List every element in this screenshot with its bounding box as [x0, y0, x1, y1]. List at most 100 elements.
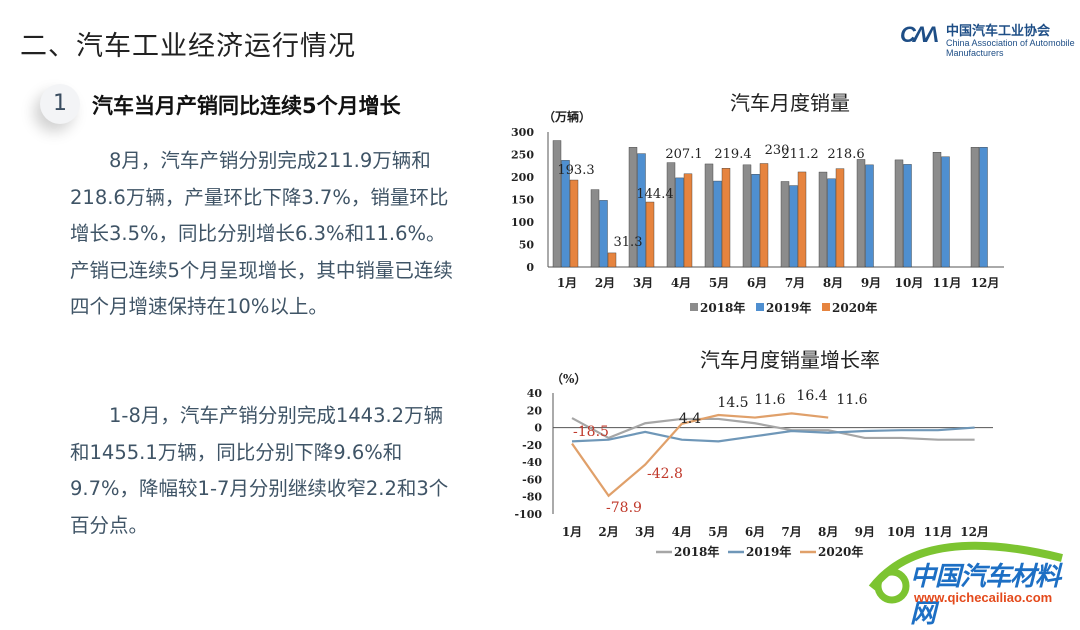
bar-chart-title: 汽车月度销量 [730, 91, 850, 115]
bar-x-tick: 8月 [823, 276, 843, 290]
bar-2019年-5月 [713, 180, 722, 268]
bar-2018年-7月 [780, 181, 790, 268]
bar-2020年-6月 [759, 163, 769, 268]
legend-label: 2018年 [700, 300, 745, 315]
line-x-tick: 4月 [672, 525, 692, 539]
line-x-tick: 12月 [960, 525, 989, 539]
bar-y-tick: 100 [511, 216, 534, 229]
bar-2018年-4月 [666, 162, 676, 268]
line-x-tick: 11月 [924, 525, 953, 539]
line-y-tick: -60 [522, 473, 542, 486]
line-y-tick: 0 [534, 422, 542, 435]
caam-logo-mark: CΛΛ [900, 22, 939, 47]
bar-data-label: 144.4 [636, 187, 673, 202]
bar-x-tick: 3月 [633, 276, 653, 290]
bar-x-tick: 4月 [671, 276, 691, 290]
paragraph-august: 8月，汽车产销分别完成211.9万辆和218.6万辆，产量环比下降3.7%，销量… [70, 149, 453, 318]
line-data-label: 11.6 [836, 392, 867, 408]
line-data-label: 16.4 [796, 388, 827, 404]
bar-2018年-2月 [590, 189, 600, 268]
line-x-tick: 7月 [781, 525, 801, 539]
bar-data-label: 230 [765, 143, 790, 158]
bar-x-tick: 7月 [785, 276, 805, 290]
bar-x-tick: 2月 [595, 276, 615, 290]
bar-2019年-11月 [941, 156, 950, 268]
line-x-tick: 6月 [745, 525, 765, 539]
bar-2018年-11月 [932, 152, 942, 268]
bar-data-label: 31.3 [614, 235, 643, 250]
bar-y-tick: 300 [511, 126, 534, 139]
bar-2018年-3月 [628, 147, 638, 268]
legend-label: 2019年 [766, 300, 811, 315]
line-y-tick: 20 [527, 404, 543, 417]
legend-swatch-2020年 [822, 303, 830, 311]
line-data-label: -78.9 [606, 500, 642, 516]
page-title: 二、汽车工业经济运行情况 [20, 31, 356, 62]
bar-x-tick: 1月 [557, 276, 577, 290]
legend-swatch-2018年 [690, 303, 698, 311]
watermark-logo: 中国汽车材料网 www.qichecailiao.com [862, 528, 1080, 629]
bar-2020年-3月 [645, 201, 655, 268]
line-x-tick: 1月 [562, 525, 582, 539]
bar-x-tick: 5月 [709, 276, 729, 290]
bar-2018年-10月 [894, 159, 904, 268]
line-y-tick: -80 [522, 491, 542, 504]
bar-y-tick: 150 [511, 194, 534, 207]
bar-2018年-6月 [742, 164, 752, 268]
bar-data-label: 211.2 [781, 147, 818, 162]
line-x-tick: 3月 [635, 525, 655, 539]
bar-2019年-1月 [561, 160, 570, 268]
line-y-tick: -20 [522, 439, 542, 452]
line-y-tick: -40 [522, 456, 542, 469]
bar-2018年-12月 [970, 147, 980, 268]
bar-2019年-8月 [827, 178, 836, 268]
bar-y-tick: 250 [511, 149, 534, 162]
bar-2019年-12月 [979, 147, 988, 268]
line-y-tick: 40 [527, 387, 543, 400]
bar-2019年-3月 [637, 153, 646, 268]
bar-data-label: 219.4 [714, 147, 751, 162]
line-series-2019年 [571, 426, 975, 443]
bar-y-tick: 50 [519, 239, 535, 252]
bar-data-label: 218.6 [827, 147, 864, 162]
paragraph-ytd: 1-8月，汽车产销分别完成1443.2万辆和1455.1万辆，同比分别下降9.6… [70, 404, 449, 537]
bar-2020年-5月 [721, 168, 731, 268]
section-title: 汽车当月产销同比连续5个月增长 [92, 94, 401, 118]
line-x-tick: 10月 [887, 525, 916, 539]
legend-swatch-2019年 [756, 303, 764, 311]
line-x-tick: 8月 [818, 525, 838, 539]
bar-2020年-1月 [569, 179, 579, 268]
line-x-tick: 2月 [598, 525, 618, 539]
bar-x-tick: 10月 [895, 276, 924, 290]
bar-data-label: 207.1 [665, 147, 702, 162]
caam-logo: CΛΛ 中国汽车工业协会 China Association of Automo… [900, 18, 1078, 60]
legend-label: 2020年 [832, 300, 877, 315]
line-x-tick: 9月 [855, 525, 875, 539]
bar-x-tick: 12月 [971, 276, 1000, 290]
bar-2018年-8月 [818, 171, 828, 268]
bar-y-tick: 0 [526, 261, 534, 274]
line-series-2020年 [571, 412, 829, 498]
legend-label: 2019年 [746, 544, 791, 559]
bar-2020年-8月 [835, 168, 845, 268]
bar-2019年-6月 [751, 174, 760, 268]
line-data-label: -18.5 [573, 424, 609, 440]
bar-2020年-7月 [797, 171, 807, 268]
bar-2019年-10月 [903, 164, 912, 268]
line-data-label: 11.6 [754, 392, 785, 408]
bar-x-tick: 9月 [861, 276, 881, 290]
bar-2019年-2月 [599, 200, 608, 268]
bar-data-label: 193.3 [557, 163, 594, 178]
line-chart-title: 汽车月度销量增长率 [700, 348, 880, 372]
bar-2019年-7月 [789, 185, 798, 268]
line-data-label: -42.8 [647, 466, 683, 482]
section-number: 1 [40, 84, 80, 124]
bar-2020年-2月 [607, 252, 617, 268]
logo-cn: 中国汽车工业协会 [946, 24, 1051, 39]
legend-label: 2020年 [818, 544, 863, 559]
line-y-tick: -100 [514, 508, 542, 521]
bar-2018年-9月 [856, 159, 866, 268]
line-y-unit: （%） [551, 371, 586, 386]
bar-x-tick: 11月 [933, 276, 962, 290]
